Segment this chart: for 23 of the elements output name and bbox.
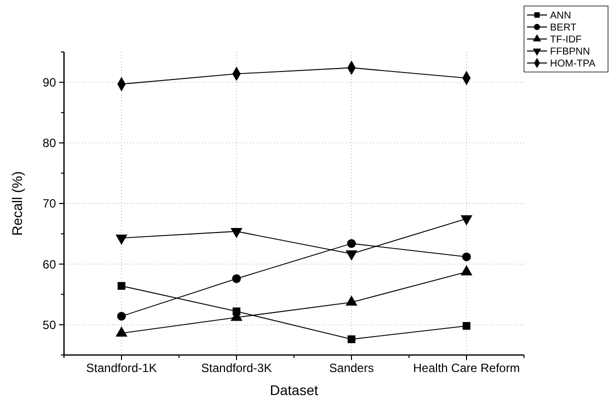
point: [462, 322, 470, 330]
x-tick-label: Health Care Reform: [413, 361, 520, 375]
point: [348, 335, 356, 344]
y-tick-label: 60: [42, 257, 56, 272]
point: [347, 239, 356, 248]
x-tick-label: Standford-1K: [86, 361, 157, 375]
point: [462, 252, 471, 262]
y-tick-label: 50: [42, 318, 56, 332]
x-tick-label: Sanders: [329, 361, 374, 375]
legend-label: HOM-TPA: [550, 58, 596, 70]
legend-label: ANN: [550, 10, 572, 22]
legend-label: BERT: [550, 22, 576, 34]
x-axis-title: Dataset: [270, 382, 318, 398]
point: [117, 312, 126, 321]
legend-label: FFBPNN: [550, 46, 590, 58]
point: [232, 274, 241, 284]
point: [118, 282, 126, 290]
y-tick-label: 70: [42, 196, 56, 211]
y-tick-label: 90: [42, 76, 56, 90]
legend-label: TF-IDF: [550, 34, 582, 46]
x-tick-label: Standford-3K: [201, 361, 272, 375]
y-axis-title: Recall (%): [9, 171, 25, 236]
y-tick-label: 80: [42, 136, 56, 150]
